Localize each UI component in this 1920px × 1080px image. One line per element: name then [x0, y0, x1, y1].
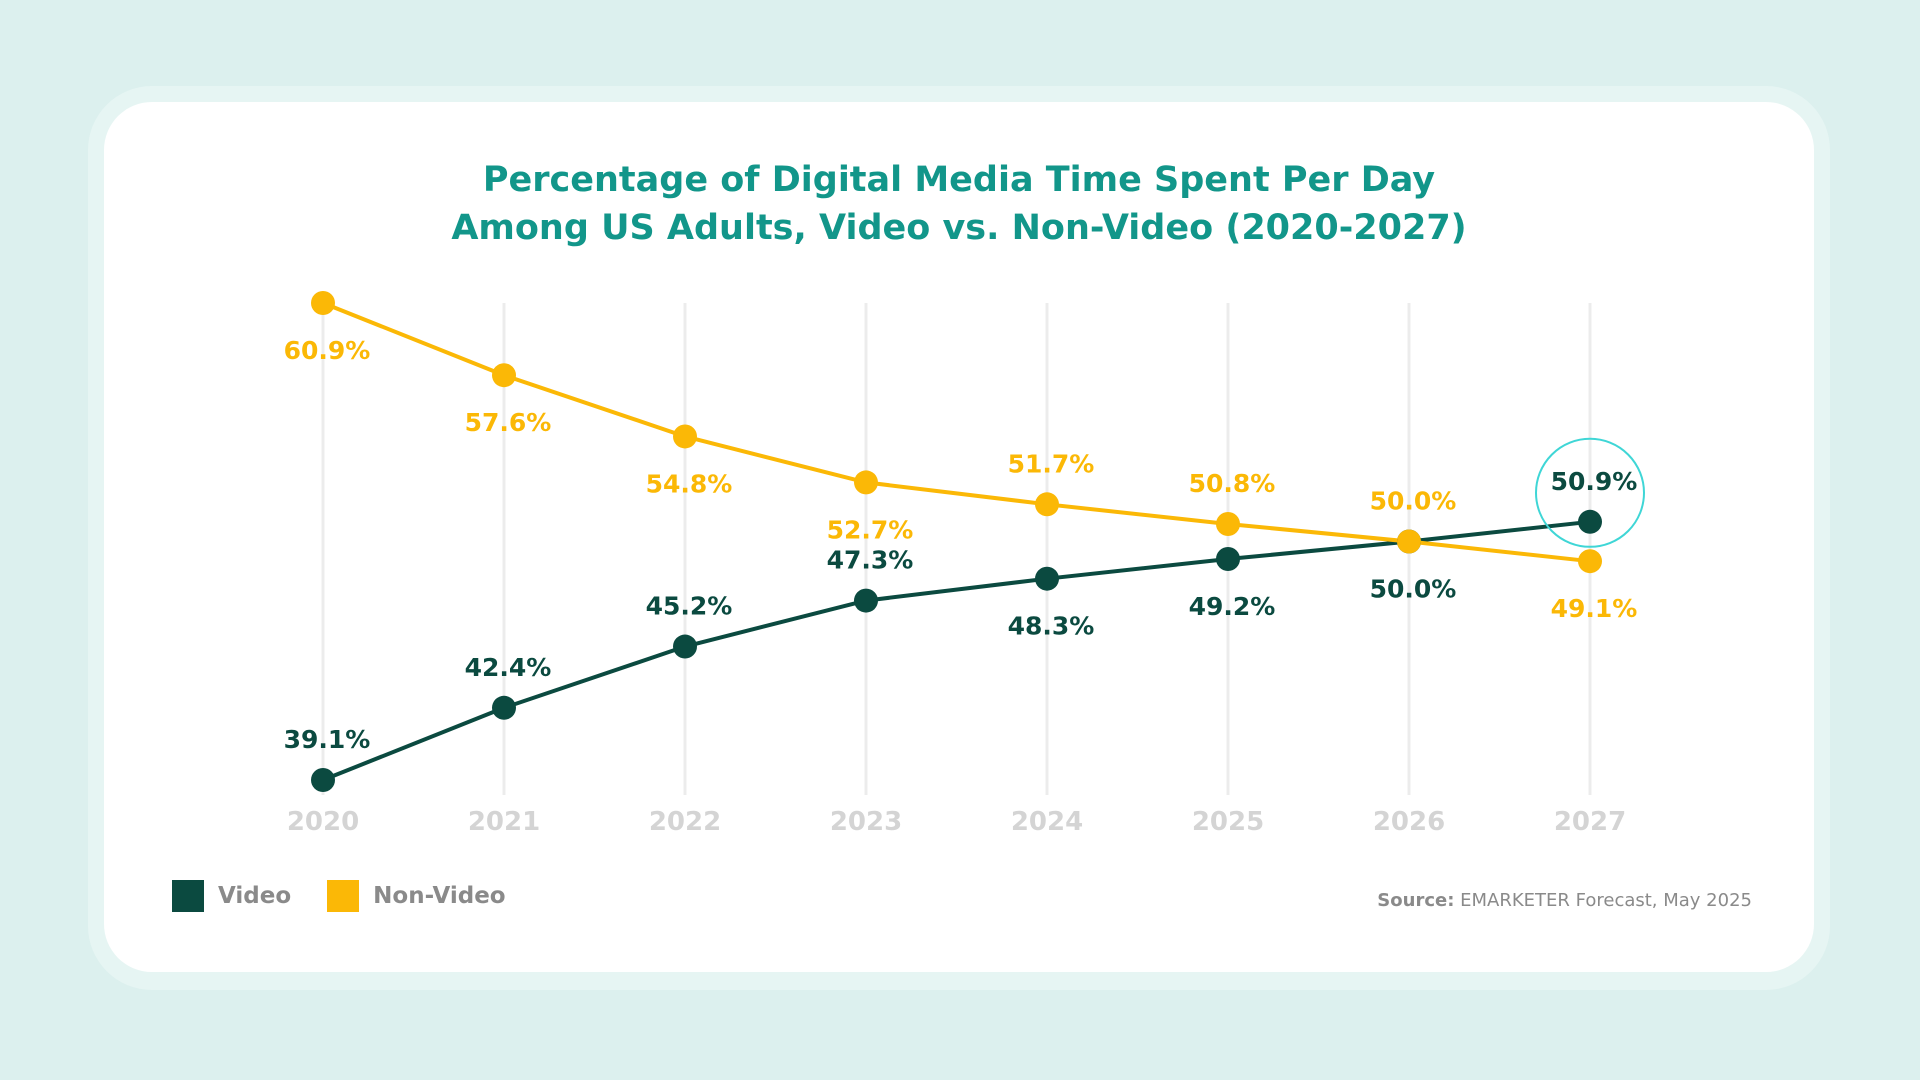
point-video-2027 [1578, 509, 1602, 534]
data-label-video-2020: 39.1% [284, 725, 371, 754]
x-tick-2024: 2024 [1011, 807, 1083, 837]
point-non-video-2024 [1035, 492, 1059, 517]
point-video-2023 [854, 588, 878, 613]
highlight-ring [1535, 437, 1645, 548]
x-tick-2021: 2021 [468, 807, 540, 837]
point-non-video-2025 [1216, 511, 1240, 536]
x-tick-2026: 2026 [1373, 807, 1445, 837]
data-label-video-2023: 47.3% [827, 546, 914, 575]
data-label-video-2025: 49.2% [1189, 592, 1276, 621]
data-label-video-2027: 50.9% [1551, 467, 1638, 496]
data-label-non-video-2023: 52.7% [827, 515, 914, 544]
x-tick-2020: 2020 [287, 807, 359, 837]
x-tick-2027: 2027 [1554, 807, 1626, 837]
point-non-video-2023 [854, 470, 878, 495]
data-label-video-2021: 42.4% [465, 653, 552, 682]
point-video-2024 [1035, 566, 1059, 591]
x-tick-2022: 2022 [649, 807, 721, 837]
point-non-video-2022 [673, 424, 697, 449]
source-note: Source: EMARKETER Forecast, May 2025 [1377, 890, 1752, 911]
data-label-non-video-2025: 50.8% [1189, 469, 1276, 498]
chart-title: Percentage of Digital Media Time Spent P… [104, 156, 1814, 252]
data-label-video-2026: 50.0% [1370, 575, 1457, 604]
legend-swatch-non-video [327, 880, 360, 912]
legend-label-video: Video [218, 883, 292, 909]
source-text: EMARKETER Forecast, May 2025 [1460, 890, 1752, 911]
data-label-non-video-2022: 54.8% [646, 469, 733, 498]
point-video-2020 [311, 768, 335, 792]
data-label-video-2022: 45.2% [646, 592, 733, 621]
data-label-non-video-2026: 50.0% [1370, 487, 1457, 516]
source-label: Source: [1377, 890, 1455, 911]
point-video-2021 [492, 695, 516, 720]
x-tick-2023: 2023 [830, 807, 902, 837]
legend-item-video: Video [172, 880, 291, 912]
point-non-video-2026 [1397, 529, 1421, 554]
point-video-2025 [1216, 547, 1240, 572]
chart-card [104, 102, 1814, 972]
point-video-2022 [673, 634, 697, 659]
point-non-video-2021 [492, 363, 516, 388]
point-non-video-2020 [311, 291, 335, 315]
data-label-non-video-2024: 51.7% [1008, 449, 1095, 478]
chart-title-line-1: Percentage of Digital Media Time Spent P… [482, 160, 1436, 200]
legend-label-non-video: Non-Video [373, 883, 506, 909]
data-label-non-video-2021: 57.6% [465, 408, 552, 437]
legend: Video Non-Video [172, 880, 542, 912]
point-non-video-2027 [1578, 549, 1602, 574]
legend-item-non-video: Non-Video [327, 880, 506, 912]
chart-title-line-2: Among US Adults, Video vs. Non-Video (20… [451, 208, 1467, 248]
data-label-non-video-2020: 60.9% [284, 336, 371, 365]
data-label-video-2024: 48.3% [1008, 612, 1095, 641]
x-tick-2025: 2025 [1192, 807, 1264, 837]
data-label-non-video-2027: 49.1% [1551, 594, 1638, 623]
series-line-video [322, 519, 1591, 782]
legend-swatch-video [172, 880, 204, 912]
series-line-non-video [322, 301, 1591, 564]
